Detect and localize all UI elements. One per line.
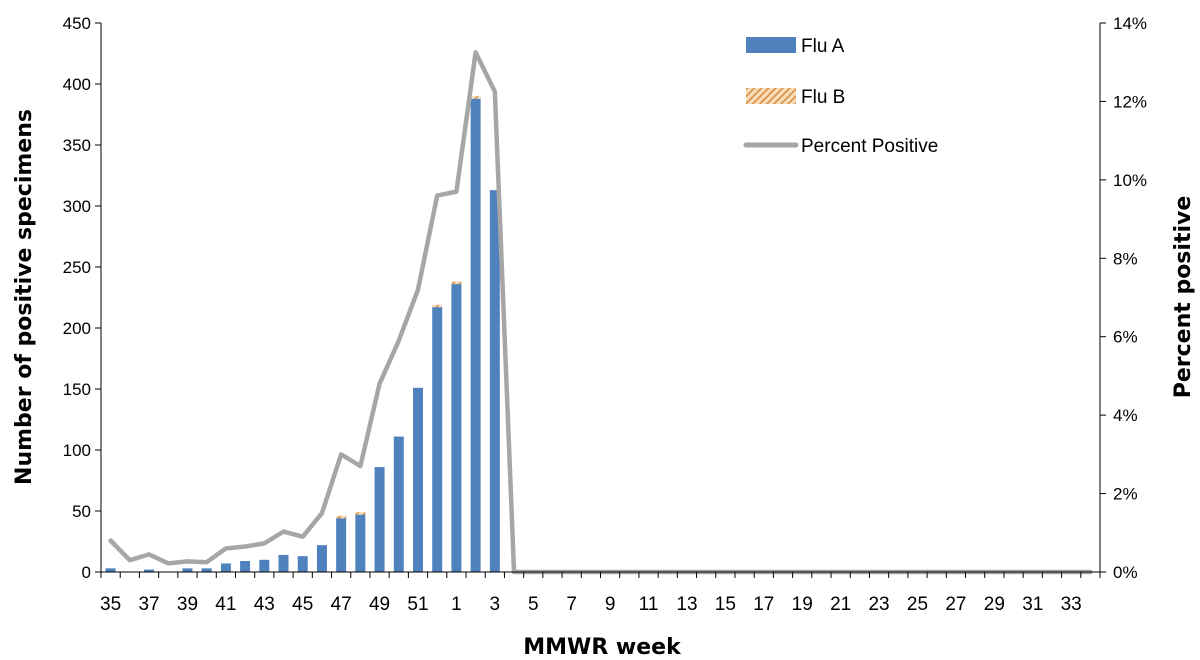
y2-tick-label: 2% [1113,485,1138,504]
x-tick-label: 23 [868,594,889,615]
y-tick-label: 50 [72,502,91,521]
bar-flu-a [451,284,462,572]
y-tick-label: 250 [63,258,91,277]
axes-group: 0 50 100 150 200 250 300 350 400 450 0% 2% 4% 6% 8% 10%… [63,14,1147,615]
bar-flu-a [240,561,251,572]
legend: Flu A Flu B Percent Positive [743,36,938,157]
y-axis-title: Number of positive specimens [12,109,37,485]
x-tick-label: 21 [830,594,851,615]
x-tick-label: 27 [945,594,966,615]
bar-flu-b [432,304,443,308]
y2-tick-label: 6% [1113,328,1138,347]
bar-flu-a [316,545,327,572]
x-tick-label: 41 [215,594,236,615]
y-tick-label: 450 [63,14,91,33]
legend-swatch-flu-b [746,88,796,104]
legend-item-flu-b: Flu B [746,87,845,108]
legend-swatch-flu-a [746,37,796,53]
bar-flu-a [489,190,500,572]
y2-tick-label: 4% [1113,406,1138,425]
x-tick-label: 7 [566,594,577,615]
y-tick-label: 350 [63,136,91,155]
bar-flu-a [220,563,231,572]
bar-flu-a [470,98,481,572]
legend-item-percent-positive: Percent Positive [743,136,938,157]
bar-flu-a [105,568,116,572]
y-tick-label: 300 [63,197,91,216]
x-tick-label: 51 [407,594,428,615]
bars-group [105,96,500,572]
y2-tick-label: 14% [1113,14,1147,33]
bar-flu-b [470,96,481,99]
bar-flu-b [451,281,462,285]
bar-flu-a [374,467,385,572]
x-tick-label: 39 [177,594,198,615]
x-axis-title: MMWR week [523,635,682,660]
y-tick-label: 400 [63,75,91,94]
bar-flu-a [201,568,212,572]
bar-flu-b [355,512,366,515]
x-tick-label: 9 [605,594,616,615]
x-tick-label: 25 [907,594,928,615]
legend-item-flu-a: Flu A [746,36,845,57]
bar-flu-a [144,569,155,572]
legend-label-flu-a: Flu A [801,36,845,57]
bar-flu-a [393,436,404,572]
bar-flu-a [412,387,423,572]
y-tick-label: 0 [82,563,91,582]
x-tick-label: 49 [369,594,390,615]
x-tick-label: 37 [138,594,159,615]
x-tick-label: 31 [1022,594,1043,615]
bar-flu-a [182,568,193,572]
y2-tick-label: 12% [1113,92,1147,111]
y2-tick-label: 0% [1113,563,1138,582]
y2-tick-label: 10% [1113,171,1147,190]
y2-tick-label: 8% [1113,249,1138,268]
x-tick-label: 43 [254,594,275,615]
x-tick-label: 15 [715,594,736,615]
y-tick-label: 150 [63,380,91,399]
y-tick-label: 100 [63,441,91,460]
x-tick-label: 3 [490,594,501,615]
y2-axis-title: Percent positive [1171,196,1196,399]
line-layer [108,50,1093,575]
x-tick-label: 17 [753,594,774,615]
x-tick-label: 29 [984,594,1005,615]
x-tick-label: 5 [528,594,539,615]
x-tick-label: 45 [292,594,313,615]
x-tick-label: 1 [451,594,462,615]
x-tick-label: 13 [676,594,697,615]
line-percent-positive [108,50,1093,575]
bar-flu-a [432,306,443,572]
bar-flu-a [259,559,270,572]
y-tick-label: 200 [63,319,91,338]
x-tick-label: 11 [639,594,659,615]
x-tick-label: 19 [792,594,813,615]
legend-label-flu-b: Flu B [801,87,845,108]
x-tick-label: 47 [331,594,352,615]
bar-flu-a [336,517,347,572]
x-tick-label: 35 [100,594,121,615]
legend-label-percent-positive: Percent Positive [801,136,938,157]
bar-flu-a [278,554,289,572]
bar-flu-a [297,556,308,572]
bar-flu-a [355,513,366,572]
bar-flu-b [336,515,347,519]
x-tick-label: 33 [1061,594,1082,615]
